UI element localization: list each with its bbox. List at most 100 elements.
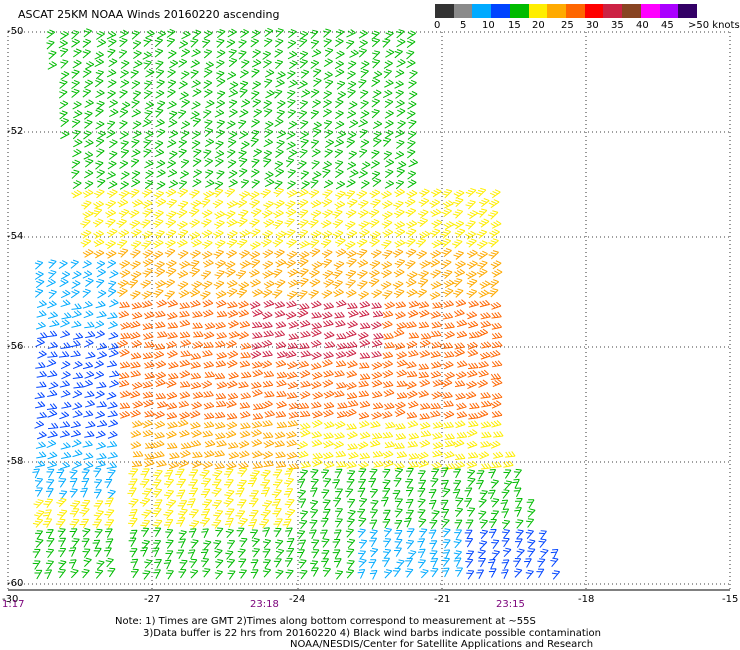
- wind-barb: [178, 180, 188, 190]
- wind-barb: [442, 391, 453, 399]
- wind-barb: [503, 469, 512, 479]
- wind-barb: [119, 89, 128, 99]
- wind-barb: [107, 401, 118, 409]
- wind-barb: [503, 547, 512, 558]
- colorbar-segment: [640, 4, 660, 18]
- wind-barb: [346, 198, 358, 208]
- wind-barb: [82, 88, 92, 98]
- wind-barb: [82, 528, 91, 538]
- wind-barb: [167, 361, 179, 369]
- wind-barb: [345, 408, 357, 418]
- wind-barb: [348, 150, 357, 160]
- wind-barb: [93, 249, 105, 259]
- wind-barb: [179, 449, 191, 459]
- wind-barb: [156, 79, 165, 89]
- wind-barb: [312, 128, 322, 138]
- wind-barb: [250, 118, 260, 128]
- wind-barb: [202, 461, 213, 470]
- wind-barb: [550, 548, 559, 559]
- wind-barb: [454, 260, 466, 270]
- wind-barb: [203, 79, 213, 89]
- wind-barb: [417, 509, 426, 519]
- wind-barb: [372, 432, 383, 440]
- wind-barb: [140, 547, 148, 557]
- wind-barb: [323, 302, 335, 310]
- wind-barb: [288, 333, 300, 340]
- wind-barb: [274, 279, 286, 289]
- wind-barb: [395, 301, 407, 309]
- wind-barb: [228, 178, 238, 188]
- wind-barb: [383, 538, 392, 548]
- wind-barb: [468, 420, 479, 428]
- wind-barb: [119, 130, 129, 140]
- wind-barb: [226, 249, 237, 259]
- wind-barb: [417, 538, 426, 548]
- wind-barb: [310, 139, 320, 149]
- wind-barb: [165, 229, 177, 239]
- wind-barb: [264, 410, 276, 418]
- wind-barb: [263, 158, 272, 168]
- wind-barb: [130, 158, 140, 168]
- wind-barb: [119, 108, 129, 118]
- wind-barb: [248, 519, 258, 529]
- wind-barb: [215, 290, 227, 299]
- wind-barb: [260, 479, 271, 489]
- wind-barb: [84, 180, 94, 190]
- wind-barb: [358, 290, 369, 300]
- wind-barb: [370, 499, 379, 510]
- wind-barb: [480, 320, 492, 328]
- wind-barb: [419, 439, 431, 448]
- wind-barb: [108, 139, 118, 149]
- wind-barb: [164, 478, 175, 489]
- wind-barb: [348, 451, 359, 460]
- wind-barb: [478, 451, 490, 460]
- wind-barb: [214, 219, 225, 229]
- wind-barb: [251, 158, 260, 168]
- wind-barb: [334, 60, 344, 70]
- wind-barb: [346, 370, 358, 378]
- wind-barb: [360, 179, 370, 189]
- wind-barb: [263, 280, 275, 289]
- wind-barb: [36, 451, 47, 459]
- wind-barb: [215, 558, 224, 569]
- wind-barb: [131, 302, 143, 310]
- wind-barb: [179, 91, 189, 100]
- wind-barb: [128, 509, 138, 519]
- wind-barb: [431, 510, 440, 520]
- wind-barb: [334, 518, 343, 528]
- wind-barb: [276, 371, 288, 379]
- wind-barb: [311, 311, 322, 319]
- wind-barb: [406, 38, 416, 49]
- wind-barb: [394, 538, 403, 549]
- wind-barb: [480, 392, 491, 399]
- wind-barb: [69, 469, 78, 479]
- wind-barb: [396, 351, 407, 360]
- wind-barb: [456, 411, 468, 419]
- wind-barb: [297, 489, 306, 499]
- wind-barb: [359, 128, 368, 139]
- wind-barb: [323, 461, 335, 470]
- wind-barb: [347, 60, 357, 70]
- wind-barb: [431, 391, 443, 400]
- wind-barb: [487, 489, 496, 500]
- wind-barb: [43, 498, 54, 508]
- wind-barb: [145, 170, 154, 179]
- wind-barb: [464, 487, 473, 498]
- wind-barb: [105, 199, 117, 210]
- wind-barb: [452, 209, 464, 219]
- wind-barb: [417, 451, 429, 460]
- wind-barb: [358, 380, 369, 388]
- wind-barb: [396, 38, 406, 48]
- wind-barb: [430, 557, 439, 568]
- wind-barb: [406, 361, 417, 369]
- wind-barb: [346, 461, 357, 469]
- wind-barb: [394, 467, 404, 478]
- wind-barb: [406, 220, 418, 229]
- wind-barb: [406, 59, 416, 69]
- wind-barb: [334, 99, 344, 109]
- wind-barb: [60, 117, 69, 128]
- wind-barb: [190, 429, 202, 438]
- wind-barb: [82, 300, 93, 309]
- note-line-2: 3)Data buffer is 22 hrs from 20160220 4)…: [143, 628, 601, 639]
- wind-barb: [204, 169, 214, 179]
